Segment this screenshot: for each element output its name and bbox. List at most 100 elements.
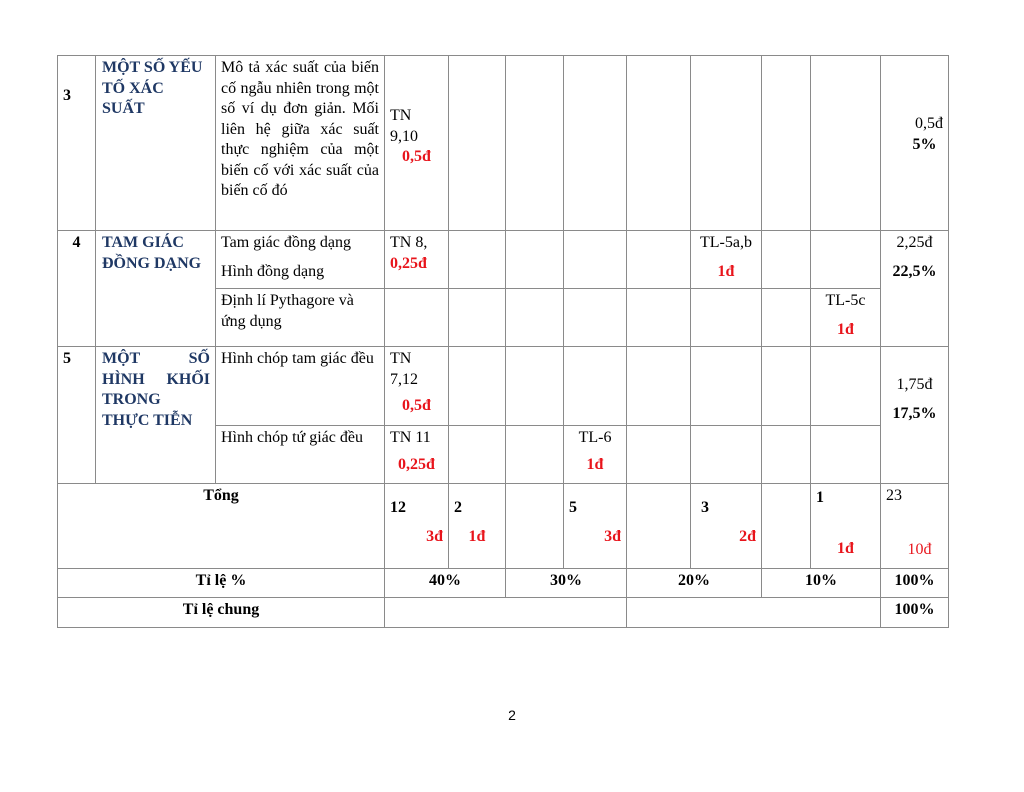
points: 3đ: [604, 527, 621, 545]
cell: [505, 230, 564, 289]
ratio-value: 40%: [384, 568, 506, 598]
cell: [690, 288, 762, 347]
total-label: Tổng: [57, 483, 385, 569]
cell: TL-5c 1đ: [810, 288, 881, 347]
row-number: 3: [57, 55, 96, 231]
cell: [690, 425, 762, 484]
points: 3đ: [426, 527, 443, 545]
count: 12: [390, 499, 406, 516]
points: 0,5đ: [402, 397, 431, 414]
total-pct: 17,5%: [892, 404, 937, 422]
points: 1đ: [717, 262, 735, 280]
ratio-value: 30%: [505, 568, 627, 598]
cell: [626, 288, 691, 347]
question-ref: TN 9,10: [390, 107, 418, 145]
table-row: Định lí Pythagore và ứng dụng TL-5c 1đ: [58, 288, 949, 347]
content: Hình chóp tam giác đều: [215, 346, 385, 426]
cell: 1 1đ: [810, 483, 881, 569]
cell: TL-6 1đ: [563, 425, 627, 484]
total-row: Tổng 12 3đ 2 1đ 5 3đ 3 2đ 1 1đ 23 10đ: [57, 483, 949, 569]
cell: [810, 425, 881, 484]
points: 1đ: [468, 527, 486, 545]
points: 0,25đ: [390, 254, 427, 272]
cell: TN 7,12 0,5đ: [384, 346, 449, 426]
cell: [448, 230, 506, 289]
cell: [563, 288, 627, 347]
cell: 12 3đ: [384, 483, 449, 569]
cell: [448, 346, 506, 426]
cell: [505, 425, 564, 484]
matrix-table: 3 MỘT SỐ YẾU TỐ XÁC SUẤT Mô tả xác suất …: [57, 55, 949, 628]
cell: [563, 230, 627, 289]
ratio-value: 20%: [626, 568, 762, 598]
points: 0,25đ: [398, 455, 435, 473]
ratio-value: 10%: [761, 568, 881, 598]
cell: [505, 483, 564, 569]
row-number: 5: [57, 346, 96, 484]
cell: 2 1đ: [448, 483, 506, 569]
table-row: 3 MỘT SỐ YẾU TỐ XÁC SUẤT Mô tả xác suất …: [57, 55, 949, 231]
total-points: 0,5đ: [915, 115, 943, 132]
cell: [384, 597, 627, 628]
cell: [505, 288, 564, 347]
cell: [810, 230, 881, 289]
cell: 3 2đ: [690, 483, 762, 569]
cell: [690, 55, 762, 231]
points: 0,5đ: [402, 148, 431, 165]
total-cell: 2,25đ 22,5%: [880, 230, 949, 347]
count: 3: [701, 499, 709, 516]
cell: [761, 230, 811, 289]
total-pct: 22,5%: [892, 262, 937, 280]
cell: TN 8, 0,25đ: [384, 230, 449, 289]
question-ref: TL-5c: [825, 292, 866, 309]
content-line: Tam giác đồng dạng: [221, 234, 351, 251]
cell: [690, 346, 762, 426]
cell: TN 11 0,25đ: [384, 425, 449, 484]
topic: MỘT SỐ HÌNH KHỐI TRONG THỰC TIỄN: [95, 346, 216, 484]
points: 1đ: [837, 539, 854, 557]
ratio-total: 100%: [880, 568, 949, 598]
cell: [505, 346, 564, 426]
total-cell: 1,75đ 17,5%: [880, 346, 949, 484]
points: 1đ: [586, 455, 604, 473]
ratio-label: Tỉ lệ %: [57, 568, 385, 598]
question-ref: TN 7,12: [390, 350, 418, 388]
overall-ratio-row: Tỉ lệ chung 100%: [57, 597, 949, 628]
cell: [563, 55, 627, 231]
cell: 5 3đ: [563, 483, 627, 569]
cell: [626, 597, 881, 628]
cell: [761, 55, 811, 231]
page-number: 2: [508, 707, 516, 723]
cell: [810, 55, 881, 231]
cell: [761, 483, 811, 569]
cell: [626, 230, 691, 289]
total-cell: 0,5đ 5%: [880, 55, 949, 231]
table-row: Hình chóp tứ giác đều TN 11 0,25đ TL-6 1đ: [58, 425, 949, 484]
cell: [626, 425, 691, 484]
table-row: 5 MỘT SỐ HÌNH KHỐI TRONG THỰC TIỄN Hình …: [57, 346, 949, 484]
content: Định lí Pythagore và ứng dụng: [215, 288, 385, 347]
cell: [626, 55, 691, 231]
count: 1: [816, 489, 824, 506]
question-ref: TL-6: [578, 429, 612, 446]
cell: [505, 55, 564, 231]
topic: MỘT SỐ YẾU TỐ XÁC SUẤT: [95, 55, 216, 231]
cell: [448, 55, 506, 231]
content: Hình chóp tứ giác đều: [215, 425, 385, 484]
points: 1đ: [837, 320, 854, 338]
overall-ratio-label: Tỉ lệ chung: [57, 597, 385, 628]
cell: [448, 288, 506, 347]
cell: [448, 425, 506, 484]
cell: 23 10đ: [880, 483, 949, 569]
content: Tam giác đồng dạng Hình đồng dạng: [215, 230, 385, 289]
question-ref: TL-5a,b: [700, 234, 752, 251]
table-row: 4 TAM GIÁC ĐỒNG DẠNG Tam giác đồng dạng H…: [57, 230, 949, 347]
ratio-row: Tỉ lệ % 40% 30% 20% 10% 100%: [57, 568, 949, 598]
total-points: 2,25đ: [896, 234, 933, 251]
cell: [810, 346, 881, 426]
cell: [384, 288, 449, 347]
cell: TL-5a,b 1đ: [690, 230, 762, 289]
content-line: Hình đồng dạng: [221, 262, 325, 280]
question-ref: TN 11: [390, 429, 431, 446]
points: 2đ: [739, 527, 756, 545]
